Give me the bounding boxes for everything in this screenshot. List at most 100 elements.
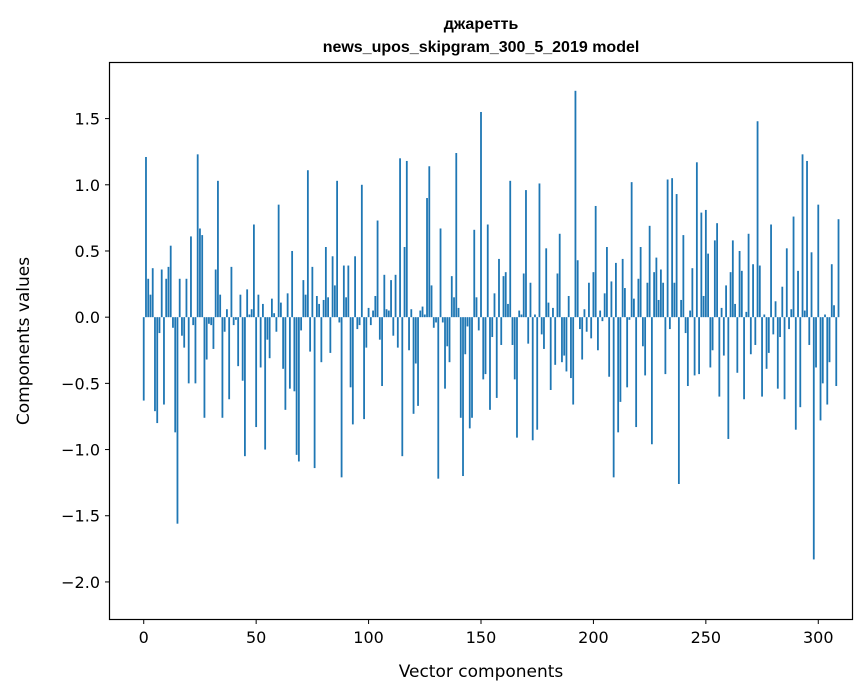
bar [599,310,602,318]
bar [657,299,660,318]
bar [158,317,161,334]
bar [641,317,644,347]
bar [758,265,761,318]
bar [554,317,557,365]
bar [165,278,168,318]
bar [810,252,813,318]
bar [315,295,318,318]
bar [767,317,770,353]
bar [531,317,534,441]
bar [727,317,730,439]
bar [354,256,356,318]
bar [734,303,736,318]
bar [300,317,303,331]
bar [581,317,584,360]
bar [817,204,820,318]
bar [579,317,581,330]
bar [491,317,494,338]
bar [536,317,539,430]
bar [675,194,678,318]
bar [385,309,388,318]
bar [230,266,233,318]
bar [430,285,433,318]
bar [401,317,404,457]
bar [477,317,480,331]
bar [250,309,253,318]
bar [183,317,186,348]
bar [725,285,727,318]
bar [432,317,435,328]
bar [444,317,446,389]
bar [662,282,665,318]
bar [549,317,552,390]
bar [763,314,766,318]
bar [199,228,201,318]
bar [293,317,296,392]
bar [399,158,401,318]
bar [217,180,219,318]
bar [498,258,500,318]
bar [295,317,298,455]
bar [360,184,363,318]
bar [340,317,343,478]
bar [709,317,712,368]
bar [464,317,467,355]
x-tick-label: 300 [803,628,834,647]
bar [509,180,512,318]
bar [190,236,192,318]
y-tick-label: −1.5 [61,507,100,526]
x-axis-label: Vector components [399,662,564,682]
bar [457,307,460,318]
bar [700,212,703,318]
bar [590,317,593,339]
bar [185,278,188,318]
bar [365,317,368,348]
bar [635,317,638,428]
x-tick-label: 50 [246,628,266,647]
bar [837,219,840,318]
bar [803,310,806,318]
bar [174,317,177,433]
bar [556,273,559,318]
bar [421,306,424,318]
bar [208,317,210,324]
bar [698,317,700,375]
y-tick-label: 1.5 [75,110,100,129]
bar [504,272,507,318]
bar [410,309,413,318]
bar [297,317,300,462]
bar [621,258,624,318]
bar [163,317,165,405]
bar [419,310,422,318]
bar [284,317,287,410]
bar [306,170,309,318]
bar [241,317,244,381]
bar [666,179,669,318]
bar [342,265,345,318]
bar [257,294,260,318]
bar [707,253,709,318]
bar [615,262,617,318]
bar [181,317,183,336]
bar [318,303,321,318]
bar [309,317,312,352]
bar [770,224,772,318]
bar [534,314,536,318]
bar [156,317,159,424]
bar [244,317,246,457]
bar [525,190,527,318]
bar [828,317,831,363]
bar [232,317,235,326]
bar [511,317,514,345]
bar [729,272,732,318]
bar [279,302,282,318]
bar [223,317,226,332]
bar [835,317,838,387]
bar [500,317,503,345]
bar [320,317,323,363]
bar [336,180,338,318]
bar [756,121,759,318]
bar [790,309,793,318]
bar [194,317,197,384]
bar [610,281,613,318]
